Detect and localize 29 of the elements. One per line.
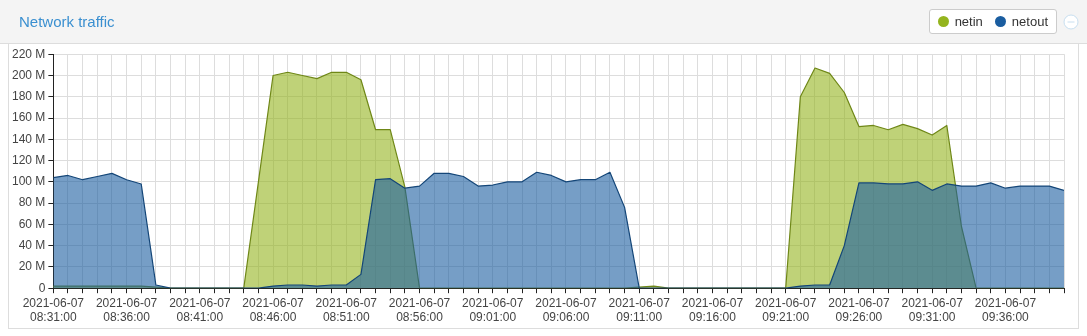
y-tick-label: 220 M (11, 46, 46, 61)
x-tick-label: 2021-06-07 09:21:00 (755, 295, 817, 325)
legend-label: netin (954, 14, 983, 29)
y-tick-label: 20 M (18, 259, 46, 274)
y-tick-label: 140 M (11, 131, 46, 146)
x-tick-label: 2021-06-07 08:36:00 (95, 295, 158, 325)
x-tick-label: 2021-06-07 09:26:00 (828, 295, 890, 325)
y-tick-label: 200 M (11, 67, 46, 82)
y-tick-label: 160 M (11, 110, 46, 125)
x-tick-label: 2021-06-07 08:41:00 (169, 295, 231, 325)
chart-title: Network traffic (19, 13, 115, 30)
x-tick-label: 2021-06-07 09:16:00 (681, 295, 744, 325)
x-tick-label: 2021-06-07 09:31:00 (901, 295, 964, 325)
y-tick-label: 0 (38, 280, 46, 295)
x-tick-label: 2021-06-07 08:31:00 (22, 295, 85, 325)
x-tick-label: 2021-06-07 08:51:00 (315, 295, 378, 325)
y-tick-label: 40 M (18, 237, 46, 252)
y-tick-label: 60 M (18, 216, 46, 231)
y-tick-label: 120 M (11, 152, 46, 167)
x-tick-label: 2021-06-07 09:06:00 (535, 295, 598, 325)
x-tick-label: 2021-06-07 09:11:00 (608, 295, 671, 325)
x-tick-label: 2021-06-07 09:36:00 (974, 295, 1037, 325)
x-tick-label: 2021-06-07 09:01:00 (462, 295, 524, 325)
x-tick-label: 2021-06-07 08:56:00 (388, 295, 451, 325)
x-tick-label: 2021-06-07 08:46:00 (242, 295, 305, 325)
legend-label: netout (1011, 14, 1048, 29)
y-tick-label: 180 M (11, 89, 46, 104)
y-tick-label: 80 M (18, 195, 46, 210)
y-tick-label: 100 M (11, 174, 46, 189)
